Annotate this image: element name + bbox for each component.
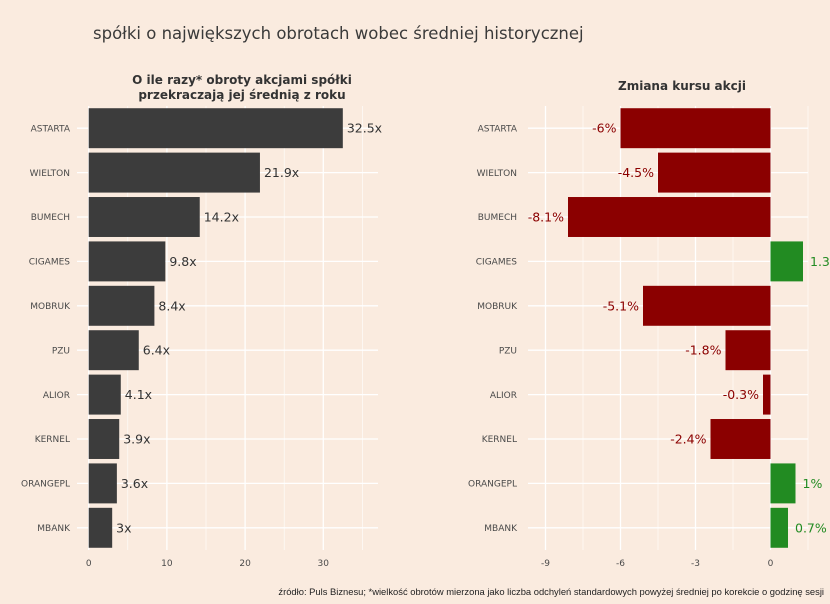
left-panel: O ile razy* obroty akcjami spółki przekr…: [21, 73, 382, 569]
left-data-label: 3.6x: [121, 476, 148, 491]
right-data-label: 0.7%: [795, 520, 827, 535]
left-data-label: 9.8x: [169, 254, 196, 269]
right-data-label: -2.4%: [670, 432, 706, 447]
right-bar: [568, 197, 771, 237]
left-data-label: 3.9x: [123, 432, 150, 447]
page-title: spółki o największych obrotach wobec śre…: [93, 24, 584, 43]
left-bar: [88, 108, 343, 149]
right-category-label: CIGAMES: [476, 258, 518, 268]
left-data-label: 8.4x: [158, 298, 185, 313]
right-category-label: MOBRUK: [477, 302, 518, 312]
right-category-label: PZU: [499, 346, 517, 356]
right-bar: [658, 152, 771, 193]
right-bar: [763, 374, 771, 415]
left-x-tick-label: 30: [318, 559, 330, 569]
right-bar: [643, 285, 771, 326]
left-data-label: 14.2x: [204, 210, 239, 225]
left-category-label: WIELTON: [30, 169, 70, 179]
right-data-label: -5.1%: [603, 298, 639, 313]
right-bar: [620, 108, 771, 149]
right-category-label: BUMECH: [478, 213, 517, 223]
right-data-label: 1.3%: [810, 254, 830, 269]
left-data-label: 3x: [116, 520, 131, 535]
left-category-label: PZU: [52, 346, 70, 356]
left-bar: [88, 463, 117, 504]
right-category-label: ORANGEPL: [468, 480, 517, 490]
right-x-tick-label: -3: [691, 559, 700, 569]
right-x-tick-label: -9: [541, 559, 550, 569]
left-bar: [88, 374, 121, 415]
left-bar: [88, 197, 200, 237]
left-bar: [88, 419, 120, 459]
right-bar: [770, 507, 788, 548]
left-bar: [88, 152, 260, 193]
right-data-label: -0.3%: [723, 387, 759, 402]
left-category-label: BUMECH: [31, 213, 70, 223]
left-x-tick-label: 0: [86, 559, 92, 569]
left-bar: [88, 507, 113, 548]
right-data-label: 1%: [803, 476, 823, 491]
right-data-label: -4.5%: [618, 165, 654, 180]
left-data-label: 6.4x: [143, 343, 170, 358]
left-category-label: ORANGEPL: [21, 480, 70, 490]
right-bar: [770, 463, 796, 504]
left-category-label: MBANK: [37, 524, 71, 534]
right-x-tick-label: -6: [616, 559, 625, 569]
left-category-label: MOBRUK: [30, 302, 71, 312]
left-x-tick-label: 10: [161, 559, 173, 569]
right-bar: [770, 241, 803, 282]
right-category-label: ALIOR: [490, 391, 517, 401]
left-data-label: 32.5x: [347, 121, 382, 136]
right-category-label: MBANK: [484, 524, 518, 534]
left-category-label: KERNEL: [35, 435, 70, 445]
right-bar: [725, 330, 771, 371]
right-data-label: -6%: [592, 121, 616, 136]
left-bar: [88, 330, 139, 371]
right-category-label: ASTARTA: [478, 124, 518, 134]
left-bar: [88, 285, 155, 326]
left-data-label: 4.1x: [125, 387, 152, 402]
left-data-label: 21.9x: [264, 165, 299, 180]
right-panel: Zmiana kursu akcji ASTARTA -6% WIELTON -4.5…: [468, 79, 830, 569]
left-panel-title-line-1: O ile razy* obroty akcjami spółki: [132, 73, 352, 87]
left-panel-title-line-2: przekraczają jej średnią z roku: [138, 88, 345, 102]
right-data-label: -1.8%: [685, 343, 721, 358]
right-category-label: KERNEL: [482, 435, 517, 445]
left-bar: [88, 241, 166, 282]
right-panel-title: Zmiana kursu akcji: [618, 79, 746, 93]
left-category-label: ALIOR: [43, 391, 70, 401]
source-footnote: źródło: Puls Biznesu; *wielkość obrotów …: [278, 586, 824, 597]
right-category-label: WIELTON: [477, 169, 517, 179]
right-data-label: -8.1%: [528, 210, 564, 225]
left-category-label: ASTARTA: [31, 124, 71, 134]
left-category-label: CIGAMES: [29, 258, 71, 268]
left-x-tick-label: 20: [239, 559, 251, 569]
right-bar: [710, 419, 771, 459]
right-x-tick-label: 0: [768, 559, 774, 569]
